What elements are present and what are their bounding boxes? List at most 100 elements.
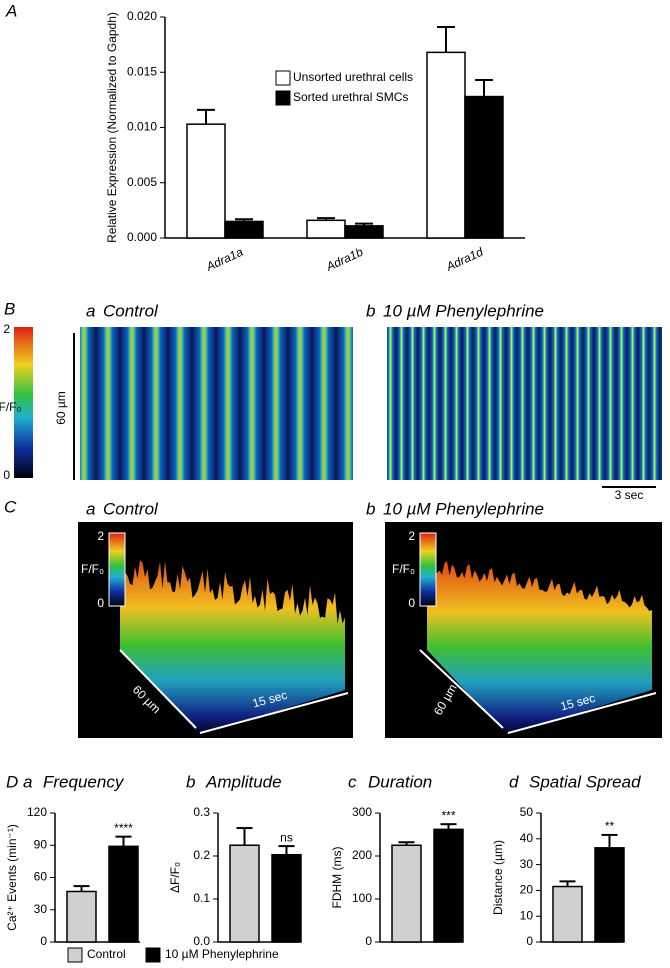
y-axis-label: Ca²⁺ Events (min⁻¹) <box>5 824 19 931</box>
legend-swatch <box>145 947 161 963</box>
chart-title: Amplitude <box>205 772 282 791</box>
panel-letter: B <box>4 299 15 318</box>
bar <box>594 847 625 943</box>
legend-label: Unsorted urethral cells <box>293 70 413 84</box>
chart-title: Spatial Spread <box>529 772 641 791</box>
panel-title: 10 µM Phenylephrine <box>383 301 544 320</box>
y-axis-label: Relative Expression (Normalized to Gapdh… <box>105 12 119 243</box>
legend-label: 10 µM Phenylephrine <box>165 947 279 961</box>
sub-letter: b <box>366 301 375 320</box>
y-tick-label: 60 <box>34 870 48 884</box>
y-tick-label: 0.3 <box>193 805 210 819</box>
scale-label: 3 sec <box>615 488 644 502</box>
bar <box>224 220 264 239</box>
y-tick-label: 30 <box>520 857 534 871</box>
sub-letter: b <box>186 772 195 791</box>
colorbar-min: 0 <box>408 596 415 610</box>
y-axis-label: FDHM (ms) <box>330 847 344 909</box>
legend-swatch <box>275 90 291 106</box>
bar <box>426 51 466 239</box>
legend-label: Control <box>87 947 126 961</box>
scale-label: 60 µm <box>54 391 68 425</box>
y-tick-label: 0 <box>526 934 533 948</box>
chart-title: Frequency <box>43 772 125 791</box>
panel-title: Control <box>103 301 159 320</box>
bar <box>108 845 139 943</box>
significance-label: ns <box>280 830 293 844</box>
significance-label: **** <box>114 821 133 835</box>
y-tick-label: 0.005 <box>127 175 157 189</box>
bar <box>271 853 302 943</box>
colorbar-label: F/F₀ <box>392 562 415 576</box>
sub-letter: a <box>86 499 95 518</box>
sub-letter: d <box>509 772 519 791</box>
surface-plot <box>427 558 652 735</box>
sub-letter: c <box>348 772 357 791</box>
colorbar-max: 2 <box>3 322 10 336</box>
significance-label: *** <box>441 808 455 822</box>
surface-plot <box>120 554 345 735</box>
y-tick-label: 100 <box>352 891 372 905</box>
significance-label: ** <box>605 819 615 833</box>
colorbar <box>108 532 126 607</box>
y-tick-label: 120 <box>27 805 47 819</box>
legend-label: Sorted urethral SMCs <box>293 90 408 104</box>
linescan-image <box>80 327 353 480</box>
colorbar <box>14 327 33 478</box>
y-tick-label: 0 <box>365 934 372 948</box>
y-tick-label: 0.000 <box>127 230 157 244</box>
legend-swatch <box>67 947 83 963</box>
y-tick-label: 0.1 <box>193 891 210 905</box>
scale-bar <box>419 649 504 729</box>
y-tick-label: 0.010 <box>127 120 157 134</box>
y-axis-label: Distance (µm) <box>491 840 505 915</box>
colorbar-label: F/F₀ <box>0 400 22 414</box>
legend-swatch <box>275 70 291 86</box>
bar <box>306 219 346 239</box>
linescan-image <box>387 327 662 480</box>
x-tick-label: Adra1a <box>203 245 245 275</box>
panel-title: 10 µM Phenylephrine <box>383 499 544 518</box>
panel-letter: A <box>5 1 17 20</box>
sub-letter: a <box>23 772 32 791</box>
colorbar-label: F/F₀ <box>81 562 104 576</box>
bar <box>464 95 504 239</box>
colorbar-min: 0 <box>97 596 104 610</box>
y-tick-label: 0 <box>40 934 47 948</box>
sub-letter: b <box>366 499 375 518</box>
y-tick-label: 0.2 <box>193 848 210 862</box>
panel-letter: D <box>6 772 18 791</box>
bar <box>433 828 464 943</box>
colorbar-max: 2 <box>97 529 104 543</box>
colorbar-max: 2 <box>408 529 415 543</box>
y-tick-label: 30 <box>34 902 48 916</box>
panel-title: Control <box>103 499 159 518</box>
y-tick-label: 0.015 <box>127 64 157 78</box>
bar <box>391 844 422 943</box>
panel-letter: C <box>4 497 17 516</box>
y-tick-label: 10 <box>520 908 534 922</box>
y-tick-label: 50 <box>520 805 534 819</box>
bar <box>344 225 384 239</box>
y-tick-label: 300 <box>352 805 372 819</box>
y-tick-label: 90 <box>34 837 48 851</box>
chart-title: Duration <box>368 772 432 791</box>
scale-bar <box>119 649 197 729</box>
y-tick-label: 20 <box>520 883 534 897</box>
y-tick-label: 40 <box>520 831 534 845</box>
colorbar <box>419 532 437 607</box>
y-tick-label: 0.0 <box>193 934 210 948</box>
colorbar-min: 0 <box>3 468 10 482</box>
scale-bar <box>199 692 349 734</box>
bar <box>66 890 97 943</box>
y-axis-label: ΔF/F₀ <box>168 862 182 893</box>
bar <box>229 844 260 943</box>
scale-bar <box>507 692 657 734</box>
y-tick-label: 200 <box>352 848 372 862</box>
sub-letter: a <box>86 301 95 320</box>
bar <box>552 885 583 943</box>
x-tick-label: Adra1d <box>443 245 485 275</box>
x-tick-label: Adra1b <box>323 245 365 275</box>
y-tick-label: 0.020 <box>127 9 157 23</box>
